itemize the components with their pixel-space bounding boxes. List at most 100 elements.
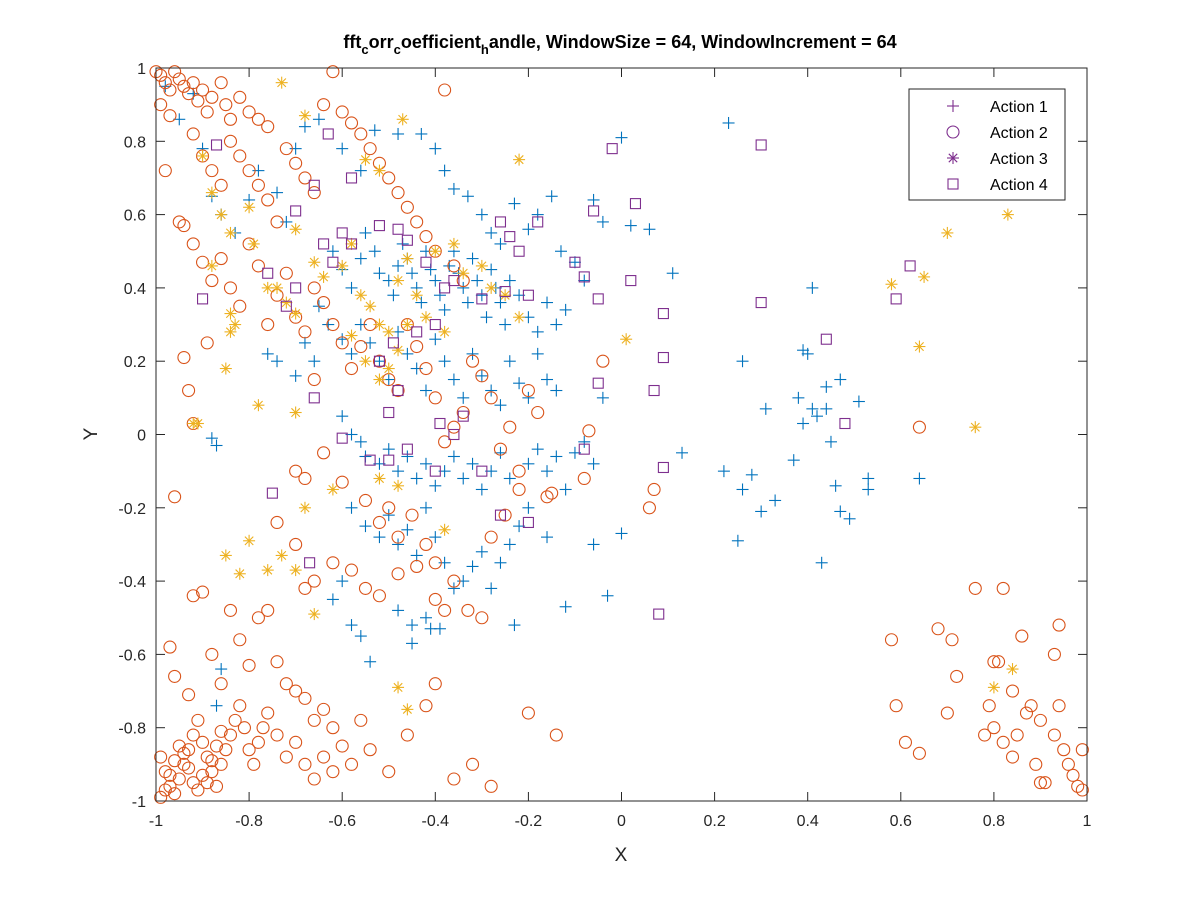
data-point-series-3 xyxy=(289,564,302,577)
data-point-series-1 xyxy=(447,582,460,595)
data-point-series-2 xyxy=(200,776,214,790)
data-point-series-1 xyxy=(834,505,847,518)
data-point-series-4 xyxy=(266,487,278,499)
data-point-series-1 xyxy=(308,355,321,368)
data-point-series-2 xyxy=(1047,728,1061,742)
data-point-series-2 xyxy=(484,391,498,405)
data-point-series-4 xyxy=(522,289,534,301)
data-point-series-2 xyxy=(205,754,219,768)
data-point-series-3 xyxy=(941,226,954,239)
data-point-series-3 xyxy=(205,259,218,272)
legend-label: Action 1 xyxy=(990,99,1048,116)
data-point-series-2 xyxy=(419,361,433,376)
data-point-series-3 xyxy=(969,421,982,434)
data-point-series-2 xyxy=(1010,728,1024,742)
data-point-series-1 xyxy=(326,245,339,258)
data-point-series-1 xyxy=(382,443,395,456)
data-point-series-2 xyxy=(428,592,442,606)
data-point-series-4 xyxy=(345,172,358,184)
data-point-series-1 xyxy=(587,193,600,206)
data-point-series-2 xyxy=(400,728,414,742)
data-point-series-2 xyxy=(233,633,247,647)
data-point-series-4 xyxy=(592,293,604,305)
data-point-series-1 xyxy=(419,384,432,397)
data-point-series-2 xyxy=(358,581,373,595)
data-point-series-1 xyxy=(815,556,828,569)
data-point-series-4 xyxy=(290,205,302,217)
data-point-series-2 xyxy=(279,677,293,691)
y-tick-label: 0.2 xyxy=(124,354,146,371)
data-point-series-2 xyxy=(214,757,228,771)
data-point-series-3 xyxy=(359,153,372,166)
data-point-series-4 xyxy=(401,234,413,246)
data-point-series-2 xyxy=(1015,629,1029,643)
data-point-series-2 xyxy=(968,581,982,595)
data-point-series-3 xyxy=(196,149,209,162)
data-point-series-2 xyxy=(223,134,238,148)
data-point-series-2 xyxy=(372,515,386,530)
data-point-series-1 xyxy=(541,373,554,386)
data-point-series-2 xyxy=(372,354,386,368)
data-point-series-4 xyxy=(373,355,385,367)
data-point-series-1 xyxy=(345,619,358,632)
data-point-series-1 xyxy=(345,281,358,294)
data-point-series-4 xyxy=(383,406,395,419)
data-point-series-1 xyxy=(787,454,800,467)
data-point-series-4 xyxy=(429,318,441,331)
data-point-series-1 xyxy=(843,512,856,525)
data-point-series-2 xyxy=(996,735,1010,749)
data-point-series-3 xyxy=(359,355,372,368)
data-point-series-1 xyxy=(531,443,544,456)
data-point-series-1 xyxy=(745,468,758,481)
data-point-series-1 xyxy=(326,593,339,606)
data-point-series-2 xyxy=(912,746,926,760)
data-point-series-3 xyxy=(229,318,242,331)
data-point-series-1 xyxy=(406,267,419,280)
data-point-series-2 xyxy=(233,299,247,313)
data-point-series-1 xyxy=(769,494,782,507)
data-point-series-4 xyxy=(653,608,665,620)
data-point-series-1 xyxy=(289,142,302,155)
data-point-series-1 xyxy=(503,538,516,551)
data-point-series-2 xyxy=(219,743,233,757)
data-point-series-3 xyxy=(382,325,395,338)
data-point-series-2 xyxy=(158,164,172,178)
data-point-series-2 xyxy=(884,633,899,647)
data-point-series-1 xyxy=(457,472,470,485)
data-point-series-1 xyxy=(373,531,386,544)
data-point-series-1 xyxy=(261,347,274,360)
data-point-series-1 xyxy=(461,190,474,203)
data-point-series-1 xyxy=(368,245,381,258)
data-point-series-2 xyxy=(475,369,489,383)
data-point-series-2 xyxy=(540,490,554,504)
x-tick-label: 0.2 xyxy=(703,813,725,830)
data-point-series-2 xyxy=(945,633,959,647)
data-point-series-1 xyxy=(336,333,349,346)
data-point-series-2 xyxy=(168,669,182,683)
legend[interactable]: Action 1 Action 2 Action 3 Action 4 xyxy=(908,88,1066,201)
data-point-series-3 xyxy=(620,333,633,346)
data-points xyxy=(149,65,1089,804)
data-point-series-1 xyxy=(401,523,414,536)
data-point-series-1 xyxy=(550,384,563,397)
data-point-series-2 xyxy=(335,336,349,350)
data-point-series-2 xyxy=(512,482,526,497)
data-point-series-1 xyxy=(499,318,512,331)
data-point-series-1 xyxy=(410,549,423,562)
y-axis-label: Y xyxy=(81,427,102,440)
data-point-series-2 xyxy=(270,655,284,669)
data-point-series-3 xyxy=(298,109,311,122)
data-point-series-1 xyxy=(485,263,498,276)
data-point-series-2 xyxy=(307,574,321,588)
data-point-series-2 xyxy=(354,127,368,141)
data-point-series-2 xyxy=(177,350,191,365)
data-point-series-4 xyxy=(304,557,316,569)
data-point-series-4 xyxy=(439,282,451,294)
data-point-series-2 xyxy=(214,178,228,192)
data-point-series-1 xyxy=(759,402,772,415)
data-point-series-3 xyxy=(308,256,321,269)
data-point-series-2 xyxy=(1038,776,1052,790)
data-point-series-3 xyxy=(219,549,232,562)
data-point-series-2 xyxy=(191,783,205,797)
